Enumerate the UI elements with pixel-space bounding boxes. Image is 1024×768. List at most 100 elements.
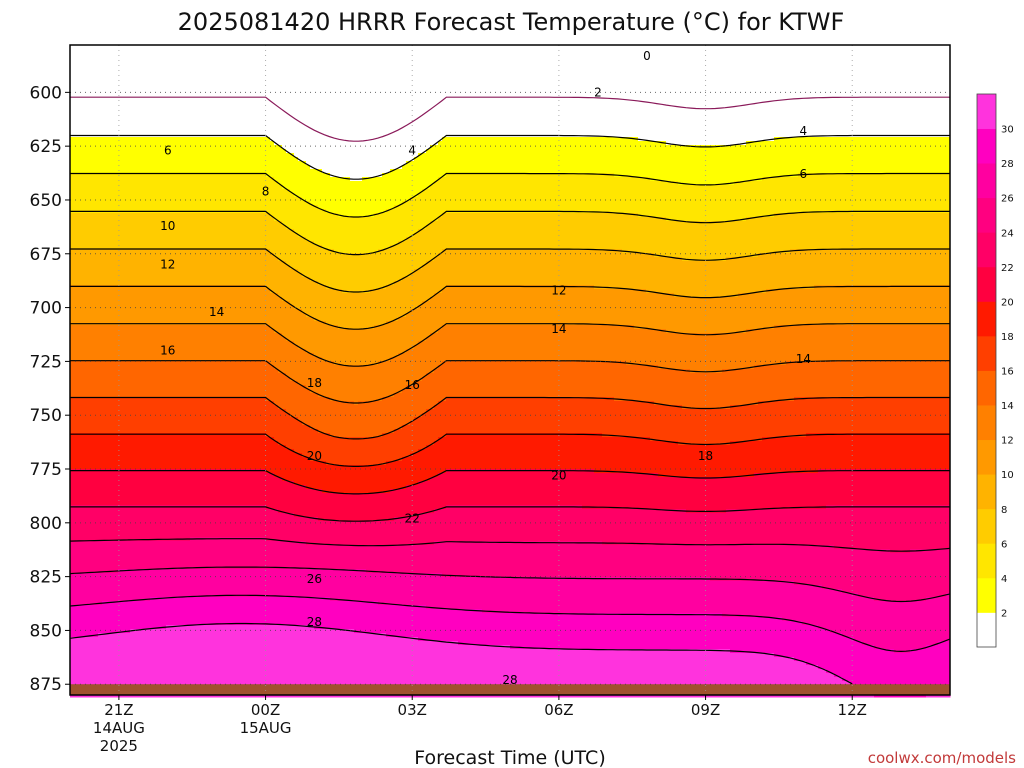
temperature-cell: [130, 457, 135, 462]
temperature-cell: [82, 585, 87, 590]
temperature-cell: [94, 473, 99, 478]
temperature-cell: [82, 189, 87, 194]
temperature-cell: [98, 405, 103, 410]
temperature-cell: [82, 497, 87, 502]
temperature-cell: [138, 517, 143, 522]
temperature-cell: [106, 445, 111, 450]
temperature-cell: [110, 53, 115, 58]
temperature-cell: [138, 445, 143, 450]
temperature-cell: [78, 85, 83, 90]
temperature-cell: [138, 229, 143, 234]
temperature-cell: [94, 561, 99, 566]
temperature-cell: [130, 313, 135, 318]
temperature-cell: [86, 253, 91, 258]
temperature-cell: [130, 61, 135, 66]
temperature-cell: [134, 529, 139, 534]
temperature-cell: [86, 637, 91, 642]
temperature-cell: [118, 609, 123, 614]
temperature-cell: [142, 369, 147, 374]
temperature-cell: [126, 653, 131, 658]
temperature-cell: [82, 489, 87, 494]
temperature-cell: [142, 293, 147, 298]
temperature-cell: [86, 417, 91, 422]
temperature-cell: [86, 581, 91, 586]
temperature-cell: [90, 657, 95, 662]
temperature-cell: [146, 257, 151, 262]
temperature-cell: [94, 649, 99, 654]
temperature-cell: [138, 161, 143, 166]
temperature-cell: [90, 157, 95, 162]
temperature-cell: [98, 593, 103, 598]
temperature-cell: [82, 273, 87, 278]
temperature-cell: [142, 149, 147, 154]
temperature-cell: [114, 61, 119, 66]
temperature-cell: [82, 545, 87, 550]
temperature-cell: [142, 497, 147, 502]
temperature-cell: [142, 325, 147, 330]
temperature-cell: [134, 589, 139, 594]
temperature-cell: [106, 53, 111, 58]
temperature-cell: [150, 233, 155, 238]
temperature-cell: [74, 81, 79, 86]
temperature-cell: [126, 541, 131, 546]
temperature-cell: [74, 425, 79, 430]
temperature-cell: [90, 213, 95, 218]
temperature-cell: [94, 225, 99, 230]
temperature-cell: [82, 269, 87, 274]
temperature-cell: [118, 369, 123, 374]
temperature-cell: [126, 549, 131, 554]
temperature-cell: [82, 509, 87, 514]
temperature-cell: [110, 417, 115, 422]
temperature-cell: [98, 185, 103, 190]
temperature-cell: [122, 489, 127, 494]
temperature-cell: [110, 501, 115, 506]
temperature-cell: [134, 657, 139, 662]
temperature-cell: [94, 669, 99, 674]
temperature-cell: [74, 221, 79, 226]
temperature-cell: [86, 621, 91, 626]
temperature-cell: [114, 425, 119, 430]
temperature-cell: [86, 457, 91, 462]
temperature-cell: [86, 89, 91, 94]
temperature-cell: [74, 449, 79, 454]
temperature-cell: [106, 529, 111, 534]
temperature-cell: [122, 513, 127, 518]
temperature-cell: [126, 229, 131, 234]
temperature-cell: [90, 457, 95, 462]
temperature-cell: [134, 381, 139, 386]
temperature-cell: [78, 113, 83, 118]
temperature-cell: [106, 669, 111, 674]
temperature-cell: [126, 369, 131, 374]
temperature-cell: [86, 49, 91, 54]
temperature-cell: [102, 645, 107, 650]
temperature-cell: [114, 609, 119, 614]
temperature-cell: [86, 229, 91, 234]
temperature-cell: [86, 185, 91, 190]
temperature-cell: [78, 105, 83, 110]
temperature-field: [70, 45, 951, 698]
temperature-cell: [90, 229, 95, 234]
temperature-cell: [146, 249, 151, 254]
temperature-cell: [78, 217, 83, 222]
temperature-cell: [106, 281, 111, 286]
temperature-cell: [102, 193, 107, 198]
temperature-cell: [150, 589, 155, 594]
temperature-cell: [74, 485, 79, 490]
temperature-cell: [74, 197, 79, 202]
temperature-cell: [122, 229, 127, 234]
temperature-cell: [134, 109, 139, 114]
temperature-cell: [114, 417, 119, 422]
temperature-cell: [74, 493, 79, 498]
temperature-cell: [146, 261, 151, 266]
temperature-cell: [150, 189, 155, 194]
temperature-cell: [142, 453, 147, 458]
temperature-cell: [82, 197, 87, 202]
temperature-cell: [122, 617, 127, 622]
temperature-cell: [94, 145, 99, 150]
temperature-cell: [98, 53, 103, 58]
temperature-cell: [106, 593, 111, 598]
temperature-cell: [106, 337, 111, 342]
temperature-cell: [146, 309, 151, 314]
temperature-cell: [110, 125, 115, 130]
temperature-cell: [82, 369, 87, 374]
